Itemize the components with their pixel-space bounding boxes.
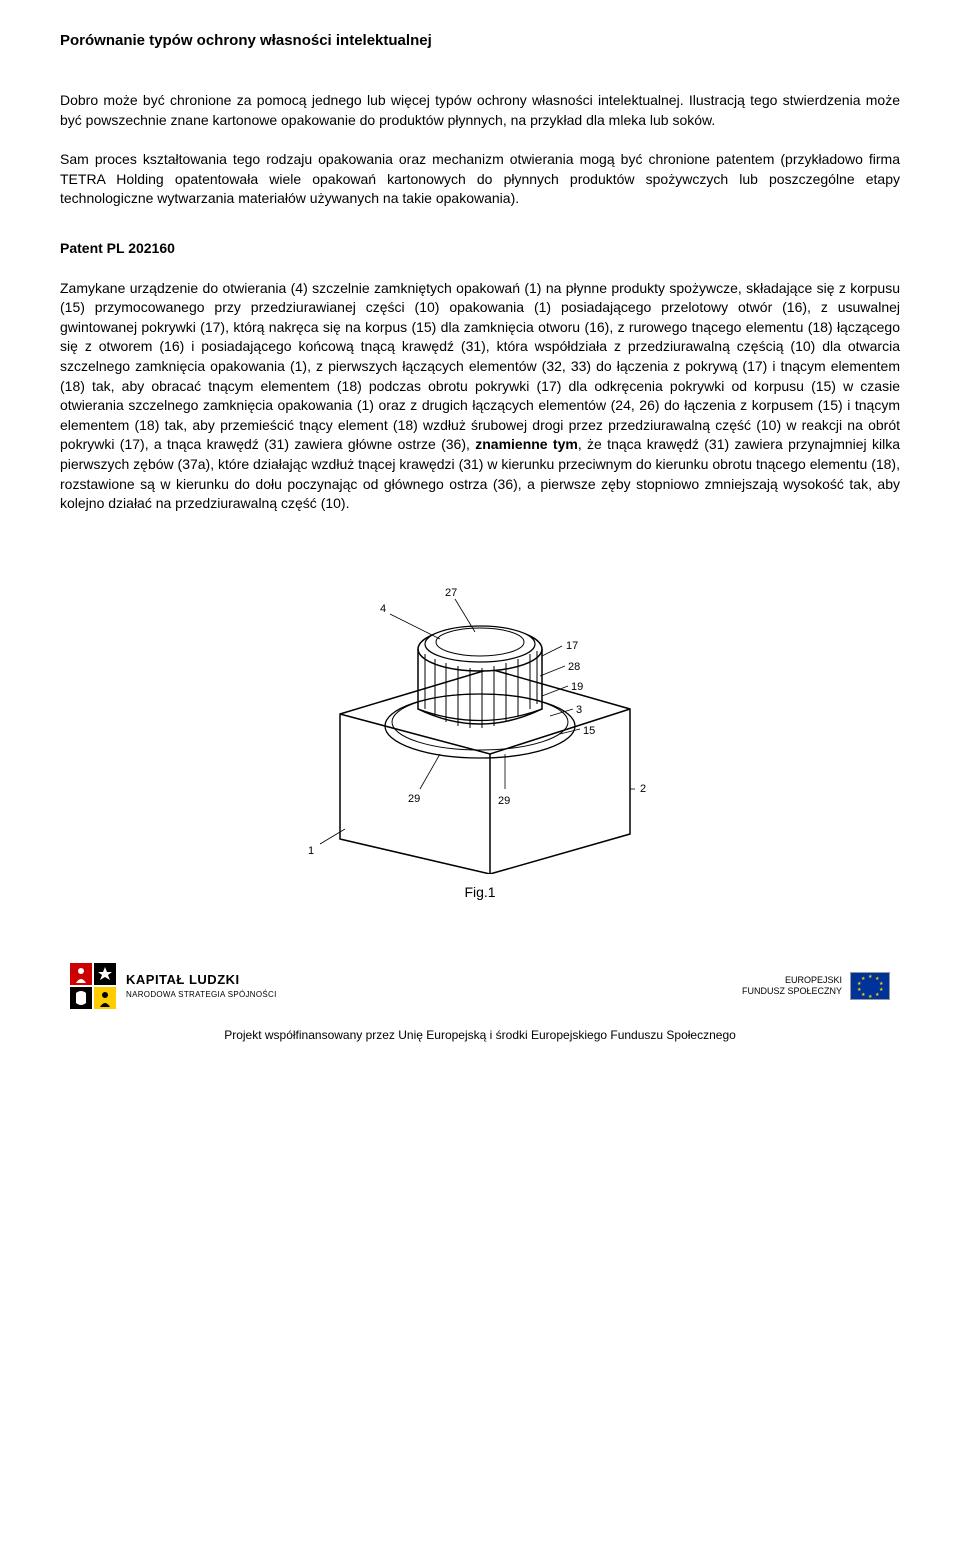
- paragraph-2: Sam proces kształtowania tego rodzaju op…: [60, 150, 900, 209]
- fig-label-17: 17: [566, 640, 578, 652]
- fig-label-1: 1: [308, 845, 314, 857]
- eu-flag-icon: ★ ★ ★ ★ ★ ★ ★ ★ ★ ★: [850, 972, 890, 1000]
- paragraph-1: Dobro może być chronione za pomocą jedne…: [60, 91, 900, 130]
- figure-container: 4 27 17 28 19 3 15 2 1 29 29 Fig.1: [60, 554, 900, 903]
- kapital-ludzki-icon: [70, 963, 116, 1009]
- paragraph-3-bold: znamienne tym: [475, 436, 578, 452]
- figure-caption: Fig.1: [60, 883, 900, 903]
- footer-left-line1: KAPITAŁ LUDZKI: [126, 971, 277, 989]
- fig-label-15: 15: [583, 725, 595, 737]
- footer-bottom-line: Projekt współfinansowany przez Unię Euro…: [60, 1027, 900, 1044]
- fig-label-29a: 29: [408, 793, 420, 805]
- patent-heading: Patent PL 202160: [60, 239, 900, 259]
- fig-label-2: 2: [640, 783, 646, 795]
- fig-label-3: 3: [576, 704, 582, 716]
- footer-right-line1: EUROPEJSKI: [742, 975, 842, 986]
- fig-label-4: 4: [380, 603, 386, 615]
- footer-right-line2: FUNDUSZ SPOŁECZNY: [742, 986, 842, 997]
- fig-label-19: 19: [571, 681, 583, 693]
- footer-logo-left: KAPITAŁ LUDZKI NARODOWA STRATEGIA SPÓJNO…: [70, 963, 277, 1009]
- footer-logo-right: EUROPEJSKI FUNDUSZ SPOŁECZNY ★ ★ ★ ★ ★ ★…: [742, 972, 890, 1000]
- patent-figure: 4 27 17 28 19 3 15 2 1 29 29: [290, 554, 670, 874]
- paragraph-3a: Zamykane urządzenie do otwierania (4) sz…: [60, 280, 900, 453]
- fig-label-29b: 29: [498, 795, 510, 807]
- footer: KAPITAŁ LUDZKI NARODOWA STRATEGIA SPÓJNO…: [60, 963, 900, 1009]
- page-title: Porównanie typów ochrony własności intel…: [60, 30, 900, 51]
- fig-label-28: 28: [568, 661, 580, 673]
- paragraph-3: Zamykane urządzenie do otwierania (4) sz…: [60, 279, 900, 514]
- footer-left-line2: NARODOWA STRATEGIA SPÓJNOŚCI: [126, 989, 277, 1000]
- fig-label-27: 27: [445, 587, 457, 599]
